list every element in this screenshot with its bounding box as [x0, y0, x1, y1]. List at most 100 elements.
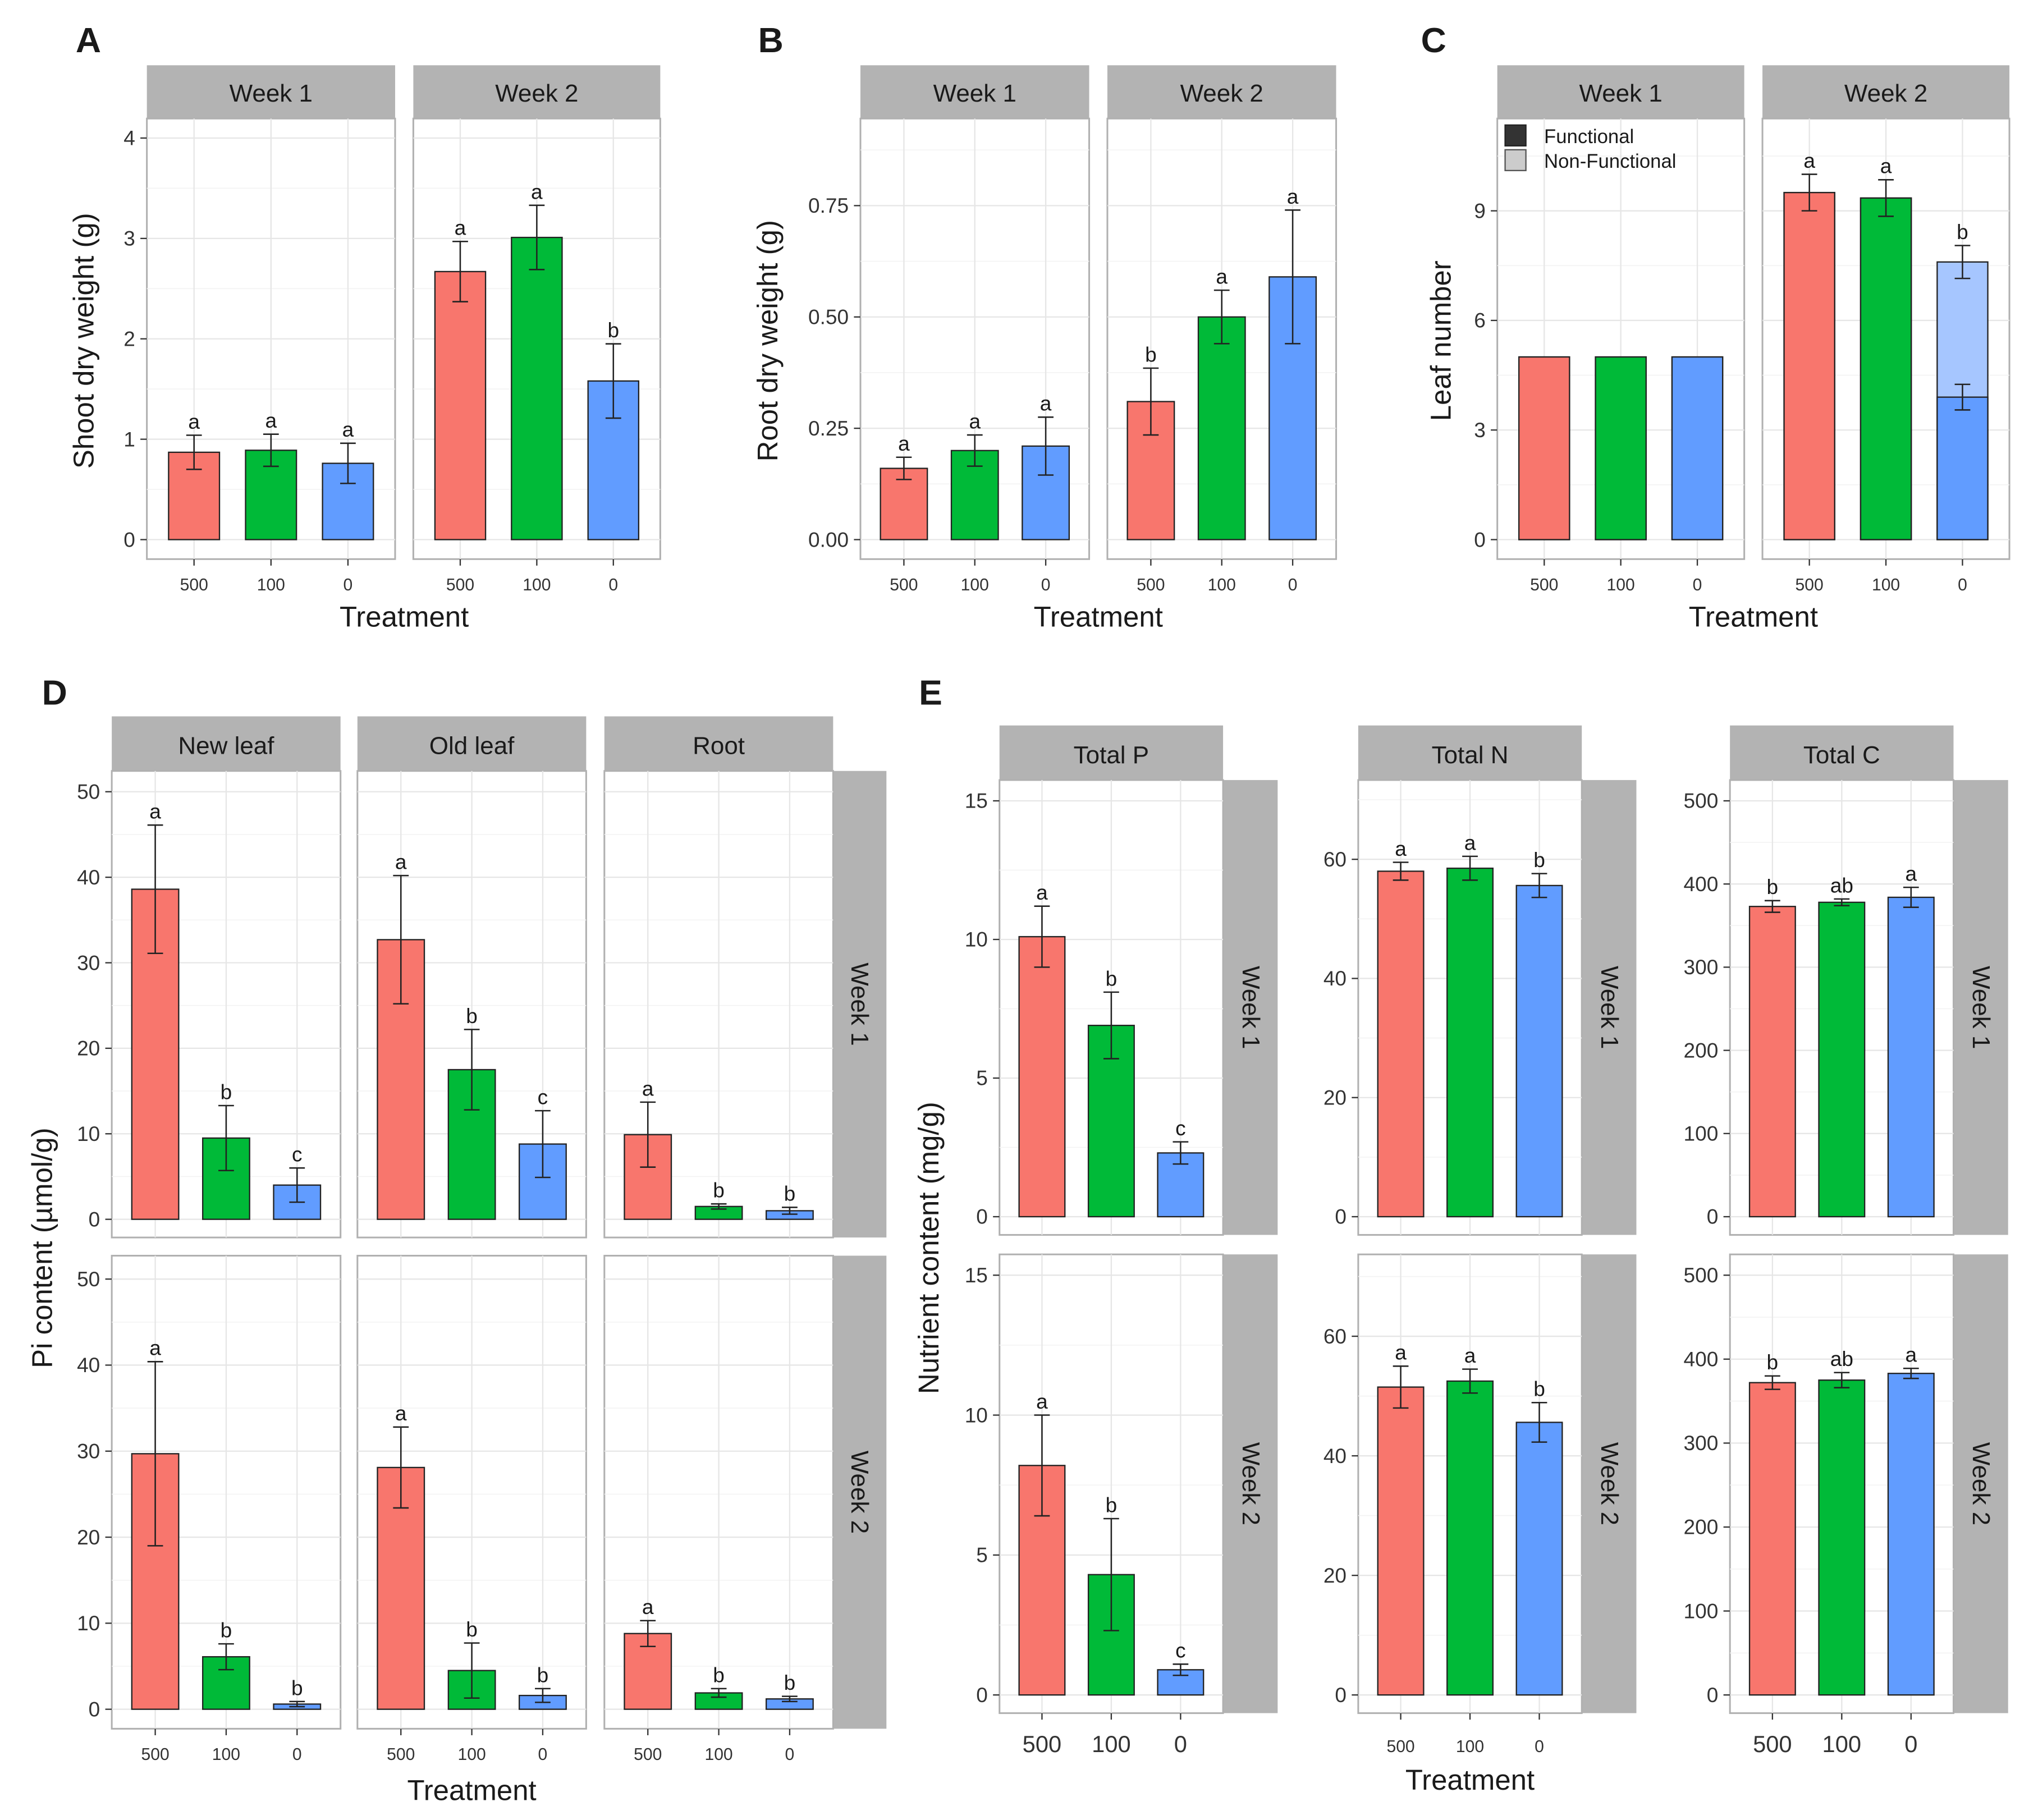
x-tick-label: 500 — [1796, 576, 1824, 594]
significance-letter: c — [538, 1085, 548, 1109]
x-tick-label: 100 — [1822, 1731, 1862, 1757]
bar — [880, 467, 928, 540]
y-tick-label: 30 — [77, 951, 100, 974]
facet-strip-label: Total P — [1074, 741, 1149, 769]
y-tick-label: 10 — [965, 928, 988, 951]
y-axis-label: Nutrient content (mg/g) — [913, 1102, 945, 1394]
bar — [1887, 896, 1935, 1218]
error-bar — [1801, 173, 1817, 212]
row-strip-label: Week 2 — [1237, 1442, 1265, 1525]
y-tick-label: 300 — [1684, 1431, 1719, 1455]
x-tick-label: 500 — [1386, 1738, 1414, 1756]
row-strip-label: Week 2 — [1967, 1442, 1995, 1525]
error-bar — [289, 1700, 305, 1708]
x-tick-label: 0 — [344, 576, 353, 594]
y-tick-label: 0 — [1335, 1683, 1347, 1707]
y-tick-label: 300 — [1684, 955, 1719, 979]
error-bar — [1285, 209, 1300, 345]
significance-letter: a — [1036, 1390, 1048, 1413]
y-tick-label: 10 — [965, 1403, 988, 1427]
bar-functional — [1595, 356, 1647, 540]
facet-strip-label: Week 2 — [495, 80, 578, 107]
y-tick-label: 0.00 — [808, 528, 849, 551]
bar — [1818, 901, 1866, 1218]
significance-letter: a — [265, 409, 277, 432]
significance-letter: a — [531, 180, 543, 203]
x-tick-label: 0 — [1288, 576, 1298, 594]
panel-label: D — [42, 673, 67, 713]
facet-strip — [112, 716, 341, 771]
error-bar — [1903, 886, 1919, 908]
significance-letter: a — [1216, 265, 1228, 288]
error-bar — [605, 343, 621, 419]
significance-letter: b — [537, 1663, 549, 1686]
significance-letter: b — [1533, 1377, 1545, 1401]
error-bar — [218, 1104, 234, 1172]
row-strip — [1582, 1254, 1637, 1713]
bar — [1377, 1386, 1425, 1696]
facet-strip-label: Total C — [1803, 741, 1880, 769]
x-tick-label: 100 — [457, 1745, 486, 1764]
x-tick-label: 100 — [1208, 576, 1236, 594]
y-tick-label: 0 — [89, 1207, 100, 1231]
x-tick-label: 500 — [446, 576, 474, 594]
error-bar — [1173, 1663, 1189, 1676]
x-tick-label: 0 — [1535, 1738, 1544, 1756]
error-bar — [535, 1110, 551, 1179]
bar-functional — [1783, 191, 1835, 540]
x-tick-label: 500 — [180, 576, 208, 594]
error-bar — [218, 1643, 234, 1671]
y-tick-label: 4 — [123, 126, 135, 150]
significance-letter: a — [342, 418, 354, 441]
row-strip — [1223, 780, 1278, 1235]
y-tick-label: 2 — [123, 327, 135, 350]
x-tick-label: 100 — [704, 1745, 732, 1764]
significance-letter: b — [1767, 875, 1779, 898]
error-bar — [1393, 1365, 1409, 1409]
bar-functional — [1518, 356, 1570, 540]
significance-letter: a — [1036, 881, 1048, 904]
significance-letter: b — [1145, 342, 1157, 366]
significance-letter: b — [466, 1004, 478, 1028]
y-tick-label: 40 — [77, 865, 100, 889]
bar — [1818, 1379, 1866, 1696]
error-bar — [1462, 855, 1478, 881]
error-bar — [147, 824, 163, 955]
error-bar — [393, 1426, 409, 1509]
bar — [434, 271, 487, 540]
row-strip — [1953, 1254, 2008, 1713]
x-tick-label: 100 — [1456, 1738, 1484, 1756]
y-tick-label: 10 — [77, 1611, 100, 1635]
legend-label: Non-Functional — [1544, 151, 1676, 172]
error-bar — [1038, 416, 1054, 476]
error-bar — [1143, 367, 1159, 436]
x-tick-label: 0 — [1693, 576, 1702, 594]
error-bar — [393, 874, 409, 1005]
panel-label: A — [76, 21, 101, 60]
significance-letter: b — [1767, 1350, 1779, 1374]
significance-letter: b — [1533, 848, 1545, 872]
row-strip-label: Week 1 — [846, 962, 873, 1046]
error-bar — [1103, 991, 1119, 1060]
significance-letter: a — [455, 216, 466, 240]
y-tick-label: 0 — [1707, 1683, 1719, 1707]
x-tick-label: 100 — [523, 576, 551, 594]
significance-letter: a — [642, 1076, 654, 1100]
y-tick-label: 0.50 — [808, 305, 849, 329]
bar — [1515, 884, 1563, 1218]
y-tick-label: 200 — [1684, 1038, 1719, 1062]
y-tick-label: 500 — [1684, 1263, 1719, 1287]
facet-strip-label: New leaf — [178, 732, 274, 760]
bar-functional — [1936, 396, 1989, 540]
x-axis-label: Treatment — [1034, 601, 1163, 633]
significance-letter: b — [713, 1179, 725, 1202]
y-tick-label: 40 — [1323, 1444, 1347, 1468]
x-tick-label: 100 — [961, 576, 989, 594]
significance-letter: a — [1464, 831, 1476, 854]
error-bar — [1954, 383, 1971, 411]
significance-letter: b — [784, 1182, 796, 1205]
error-bar — [1764, 1375, 1780, 1390]
significance-letter: b — [221, 1080, 232, 1103]
y-tick-label: 15 — [965, 1263, 988, 1287]
error-bar — [1173, 1141, 1189, 1165]
